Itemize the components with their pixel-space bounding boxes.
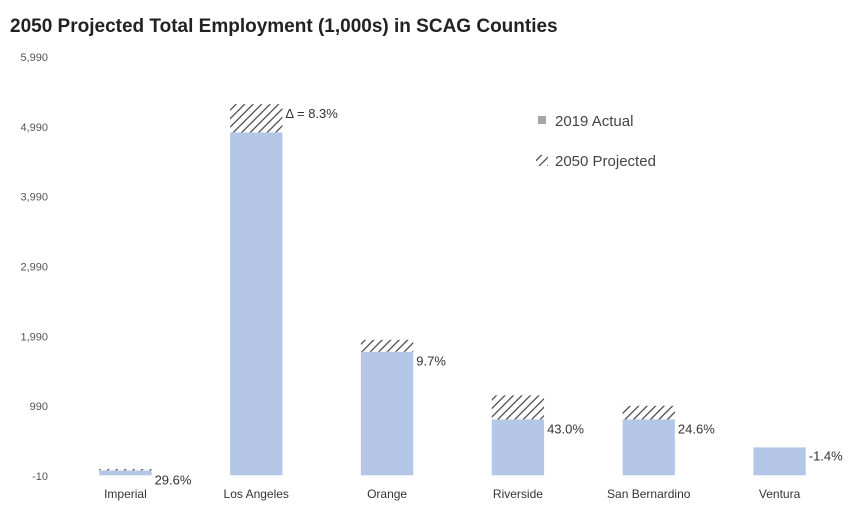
bar-actual-san-bernardino xyxy=(622,419,675,476)
change-label: 9.7% xyxy=(416,354,446,369)
x-axis: Imperial Los Angeles Orange Riverside San Be… xyxy=(104,487,801,501)
bar-actual-los-angeles xyxy=(230,132,283,476)
y-tick-label: 4,990 xyxy=(20,122,48,134)
category-label: Orange xyxy=(367,487,407,501)
bar-projected-imperial xyxy=(99,469,152,471)
category-label: Imperial xyxy=(104,487,147,501)
y-tick-label: 1,990 xyxy=(20,331,48,343)
category-label: Ventura xyxy=(759,487,801,501)
data-labels: 29.6% Δ = 8.3% 9.7% 43.0% 24.6% -1.4% xyxy=(155,106,844,487)
bar-actual-ventura xyxy=(753,447,806,476)
category-label: San Bernardino xyxy=(607,487,691,501)
legend-swatch-actual xyxy=(538,116,546,124)
change-label: -1.4% xyxy=(809,448,843,463)
bar-projected-orange xyxy=(360,339,414,352)
change-label: 43.0% xyxy=(547,421,584,436)
y-tick-label: 2,990 xyxy=(20,262,48,274)
bar-projected-san-bernardino xyxy=(622,405,675,420)
change-label: Δ = 8.3% xyxy=(285,106,338,121)
y-tick-label: 3,990 xyxy=(20,192,48,204)
category-label: Los Angeles xyxy=(224,487,289,501)
bar-projected-riverside xyxy=(491,395,545,420)
bar-actual-imperial xyxy=(99,470,152,476)
bar-actual-orange xyxy=(360,351,414,476)
legend-label-actual: 2019 Actual xyxy=(555,113,633,130)
bars xyxy=(99,104,806,476)
y-tick-label: 990 xyxy=(30,401,48,413)
bar-actual-riverside xyxy=(491,419,545,476)
chart-title: 2050 Projected Total Employment (1,000s)… xyxy=(10,16,558,37)
change-label: 24.6% xyxy=(678,421,715,436)
bar-projected-los-angeles xyxy=(230,104,283,133)
y-axis: -10 990 1,990 2,990 3,990 4,990 5,990 xyxy=(20,52,48,483)
legend-swatch-projected xyxy=(536,155,548,166)
change-label: 29.6% xyxy=(155,472,192,487)
legend-label-projected: 2050 Projected xyxy=(555,153,656,170)
y-tick-label: 5,990 xyxy=(20,52,48,64)
legend: 2019 Actual 2050 Projected xyxy=(536,113,656,170)
category-label: Riverside xyxy=(493,487,543,501)
y-tick-label: -10 xyxy=(32,471,48,483)
